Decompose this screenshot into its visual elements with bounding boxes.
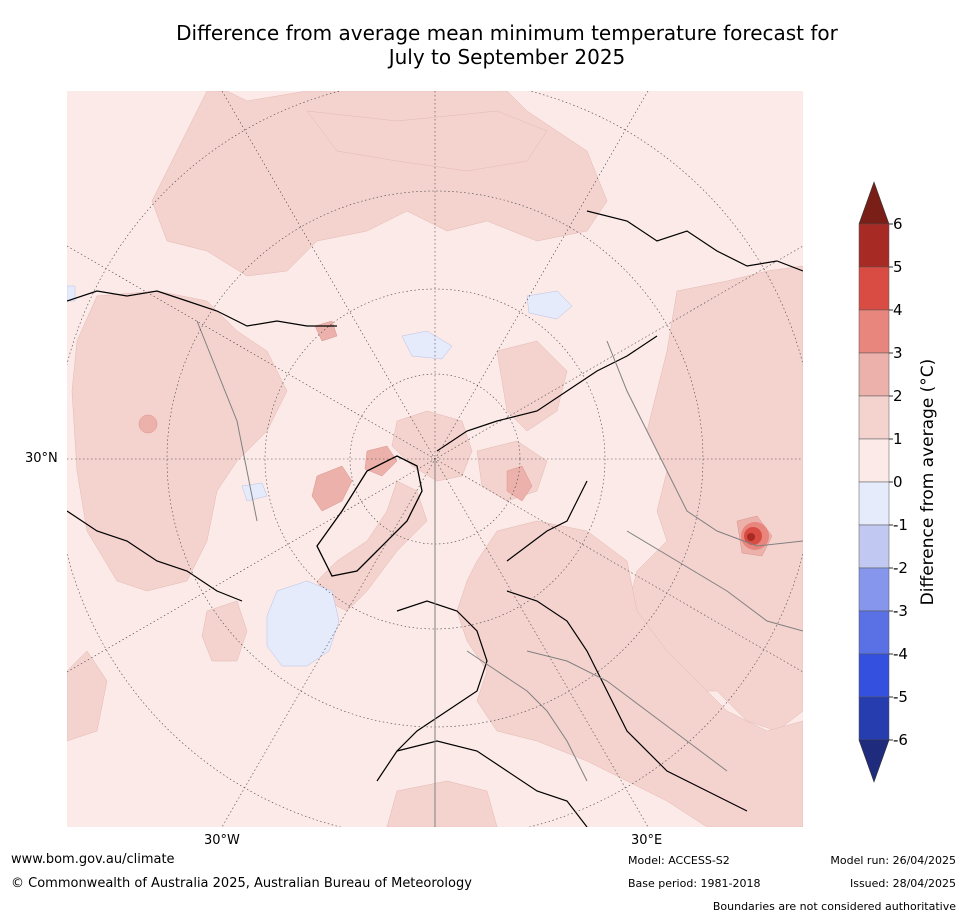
anomaly-1-2-regions — [67, 91, 803, 827]
footer-website: www.bom.gov.au/climate — [11, 852, 175, 867]
colorbar-tick-label: -5 — [893, 688, 908, 706]
greenland-coast — [316, 455, 423, 577]
footer-copyright: © Commonwealth of Australia 2025, Austra… — [11, 876, 472, 891]
colorbar-segment — [858, 610, 890, 655]
anomaly-neg-0-1-regions — [67, 285, 573, 667]
colorbar-tick-label: 3 — [893, 344, 903, 362]
footer-disclaimer: Boundaries are not considered authoritat… — [712, 900, 956, 913]
footer-model: Model: ACCESS-S2 — [628, 854, 730, 867]
colorbar-segment — [858, 696, 890, 741]
colorbar-segment — [858, 395, 890, 440]
colorbar-tick-label: -2 — [893, 559, 908, 577]
title-line-2: July to September 2025 — [388, 45, 626, 69]
colorbar-extend-top — [858, 181, 890, 225]
country-borders — [196, 320, 803, 782]
footer-issued: Issued: 28/04/2025 — [849, 877, 956, 890]
colorbar-tick-label: -6 — [893, 731, 908, 749]
title-line-1: Difference from average mean minimum tem… — [176, 21, 838, 45]
colorbar-tick-label: -1 — [893, 516, 908, 534]
colorbar-segment — [858, 567, 890, 612]
lat-label-30n: 30°N — [25, 451, 58, 466]
colorbar-segment — [858, 266, 890, 311]
lon-label-30e: 30°E — [631, 833, 663, 848]
anomaly-hotspot — [741, 522, 769, 550]
colorbar-extend-bottom — [858, 739, 890, 783]
polar-map — [67, 91, 803, 827]
colorbar-segment — [858, 653, 890, 698]
colorbar-tick-label: 4 — [893, 301, 903, 319]
footer-base-period: Base period: 1981-2018 — [628, 877, 761, 890]
colorbar-tick-label: 0 — [893, 473, 903, 491]
colorbar: 6 5 4 3 2 1 0 -1 -2 -3 -4 -5 -6 — [855, 180, 965, 784]
colorbar-tick-label: -4 — [893, 645, 908, 663]
colorbar-segment — [858, 438, 890, 483]
colorbar-segment — [858, 309, 890, 354]
colorbar-tick-label: -3 — [893, 602, 908, 620]
chart-title: Difference from average mean minimum tem… — [0, 21, 965, 69]
colorbar-segment — [858, 223, 890, 268]
colorbar-tick-label: 1 — [893, 430, 903, 448]
lon-label-30w: 30°W — [204, 833, 240, 848]
coastlines — [67, 210, 803, 827]
colorbar-tick-label: 2 — [893, 387, 903, 405]
colorbar-title: Difference from average (°C) — [918, 358, 938, 606]
colorbar-segment — [858, 481, 890, 526]
colorbar-tick-label: 6 — [893, 215, 903, 233]
colorbar-tick-label: 5 — [893, 258, 903, 276]
colorbar-segment — [858, 352, 890, 397]
footer-model-run: Model run: 26/04/2025 — [830, 854, 956, 867]
colorbar-segment — [858, 524, 890, 569]
